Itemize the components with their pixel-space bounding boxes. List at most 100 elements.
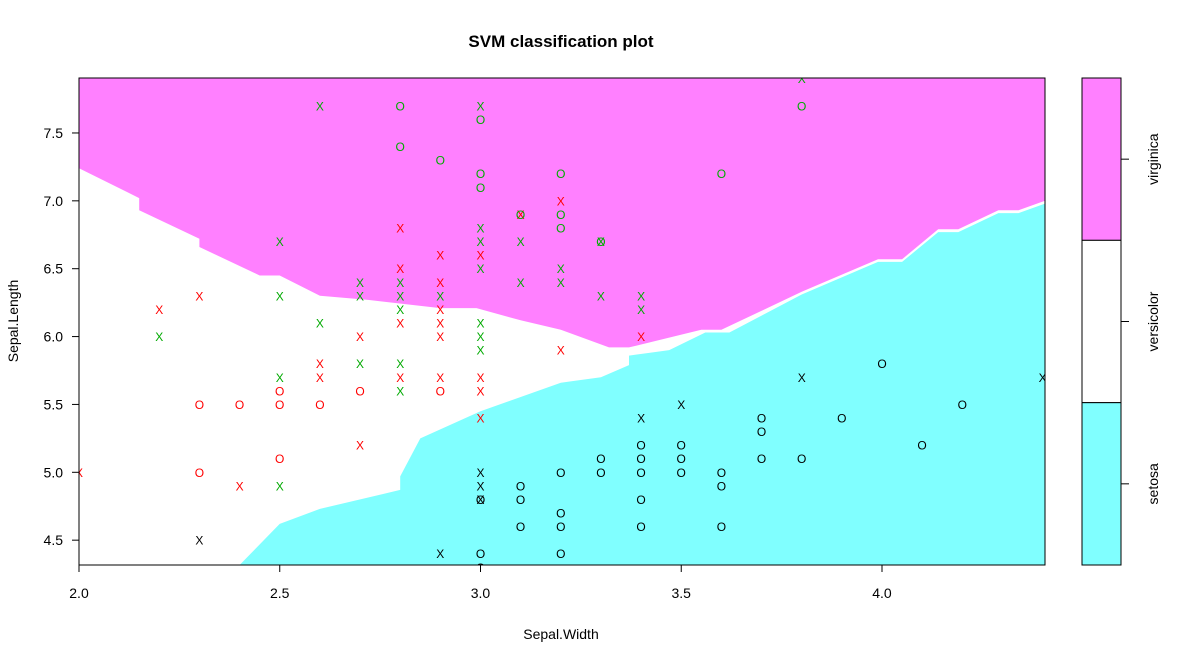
data-point-setosa: O [757,452,766,466]
support-vector-point-versicolor: X [436,276,444,290]
x-tick-label: 3.0 [471,585,491,601]
support-vector-point-virginica: X [597,235,605,249]
legend-swatch-setosa [1081,402,1122,566]
y-tick-label: 5.0 [44,464,64,480]
legend-swatch-versicolor [1081,239,1122,404]
data-point-virginica: O [436,154,445,168]
data-point-versicolor: O [195,398,204,412]
support-vector-point-setosa: X [476,493,484,507]
support-vector-point-virginica: X [557,262,565,276]
data-point-setosa: O [917,439,926,453]
y-tick-label: 6.5 [44,261,64,277]
support-vector-point-versicolor: X [356,439,364,453]
data-point-setosa: O [677,466,686,480]
data-point-virginica: O [556,208,565,222]
data-point-setosa: O [516,520,525,534]
data-point-virginica: O [797,99,806,113]
support-vector-point-virginica: X [356,289,364,303]
support-vector-point-virginica: X [798,72,806,86]
y-tick-label: 7.0 [44,193,64,209]
data-point-setosa: O [636,520,645,534]
support-vector-point-virginica: X [316,99,324,113]
support-vector-point-virginica: X [637,289,645,303]
data-point-virginica: O [476,167,485,181]
support-vector-point-virginica: X [557,276,565,290]
data-point-setosa: O [476,561,485,575]
support-vector-point-versicolor: X [557,194,565,208]
support-vector-point-versicolor: X [316,371,324,385]
support-vector-point-setosa: X [637,412,645,426]
data-point-setosa: O [717,520,726,534]
support-vector-point-virginica: X [476,317,484,331]
support-vector-point-versicolor: X [316,357,324,371]
support-vector-point-versicolor: X [396,262,404,276]
support-vector-point-virginica: X [396,289,404,303]
y-axis: 4.5 5.0 5.5 6.0 6.5 7.0 7.5 [44,125,79,548]
data-point-virginica: O [396,140,405,154]
data-point-versicolor: O [195,466,204,480]
data-point-setosa: O [556,547,565,561]
support-vector-point-versicolor: X [436,317,444,331]
data-point-versicolor: O [275,384,284,398]
support-vector-point-virginica: X [396,276,404,290]
x-tick-label: 2.5 [270,585,290,601]
support-vector-point-setosa: X [476,466,484,480]
data-point-setosa: O [556,520,565,534]
support-vector-point-virginica: X [476,262,484,276]
x-axis: 2.0 2.5 3.0 3.5 4.0 [69,565,892,601]
x-tick-label: 4.0 [872,585,892,601]
data-point-virginica: O [717,167,726,181]
data-point-setosa: O [636,493,645,507]
support-vector-point-setosa: X [677,398,685,412]
data-point-setosa: O [877,357,886,371]
support-vector-point-versicolor: X [436,371,444,385]
data-point-setosa: O [677,452,686,466]
class-legend: virginica versicolor setosa [1081,77,1161,566]
x-tick-label: 2.0 [69,585,89,601]
data-point-setosa: O [476,547,485,561]
plot-frame [78,77,1046,566]
support-vector-point-versicolor: X [517,208,525,222]
region-setosa [239,203,1045,565]
chart-title: SVM classification plot [468,32,653,51]
support-vector-point-virginica: X [476,99,484,113]
support-vector-point-versicolor: X [557,344,565,358]
region-virginica [79,78,1045,348]
data-point-versicolor: O [275,398,284,412]
data-point-versicolor: O [235,398,244,412]
data-point-virginica: O [396,99,405,113]
support-vector-point-setosa: X [436,547,444,561]
support-vector-point-versicolor: X [476,249,484,263]
y-tick-label: 6.0 [44,329,64,345]
support-vector-point-virginica: X [517,276,525,290]
support-vector-point-virginica: X [356,276,364,290]
data-point-virginica: O [596,235,605,249]
data-point-setosa: O [717,466,726,480]
support-vector-point-versicolor: X [476,384,484,398]
data-point-setosa: O [516,493,525,507]
support-vector-point-versicolor: X [476,371,484,385]
data-point-versicolor: O [436,384,445,398]
data-point-setosa: O [596,466,605,480]
data-point-setosa: O [636,452,645,466]
support-vector-point-virginica: X [396,303,404,317]
support-vector-point-setosa: X [1039,371,1047,385]
data-point-virginica: O [516,208,525,222]
support-vector-point-versicolor: X [75,466,83,480]
data-point-setosa: O [958,398,967,412]
support-vector-point-versicolor: X [195,289,203,303]
support-vector-point-virginica: X [276,235,284,249]
support-vector-point-virginica: X [436,289,444,303]
data-point-virginica: O [556,167,565,181]
x-axis-label: Sepal.Width [523,626,598,642]
support-vector-point-setosa: X [476,479,484,493]
data-point-setosa: O [636,439,645,453]
y-tick-label: 7.5 [44,125,64,141]
data-point-setosa: O [596,452,605,466]
support-vector-point-setosa: X [195,534,203,548]
x-tick-label: 3.5 [672,585,692,601]
data-point-setosa: O [717,479,726,493]
y-tick-label: 5.5 [44,396,64,412]
